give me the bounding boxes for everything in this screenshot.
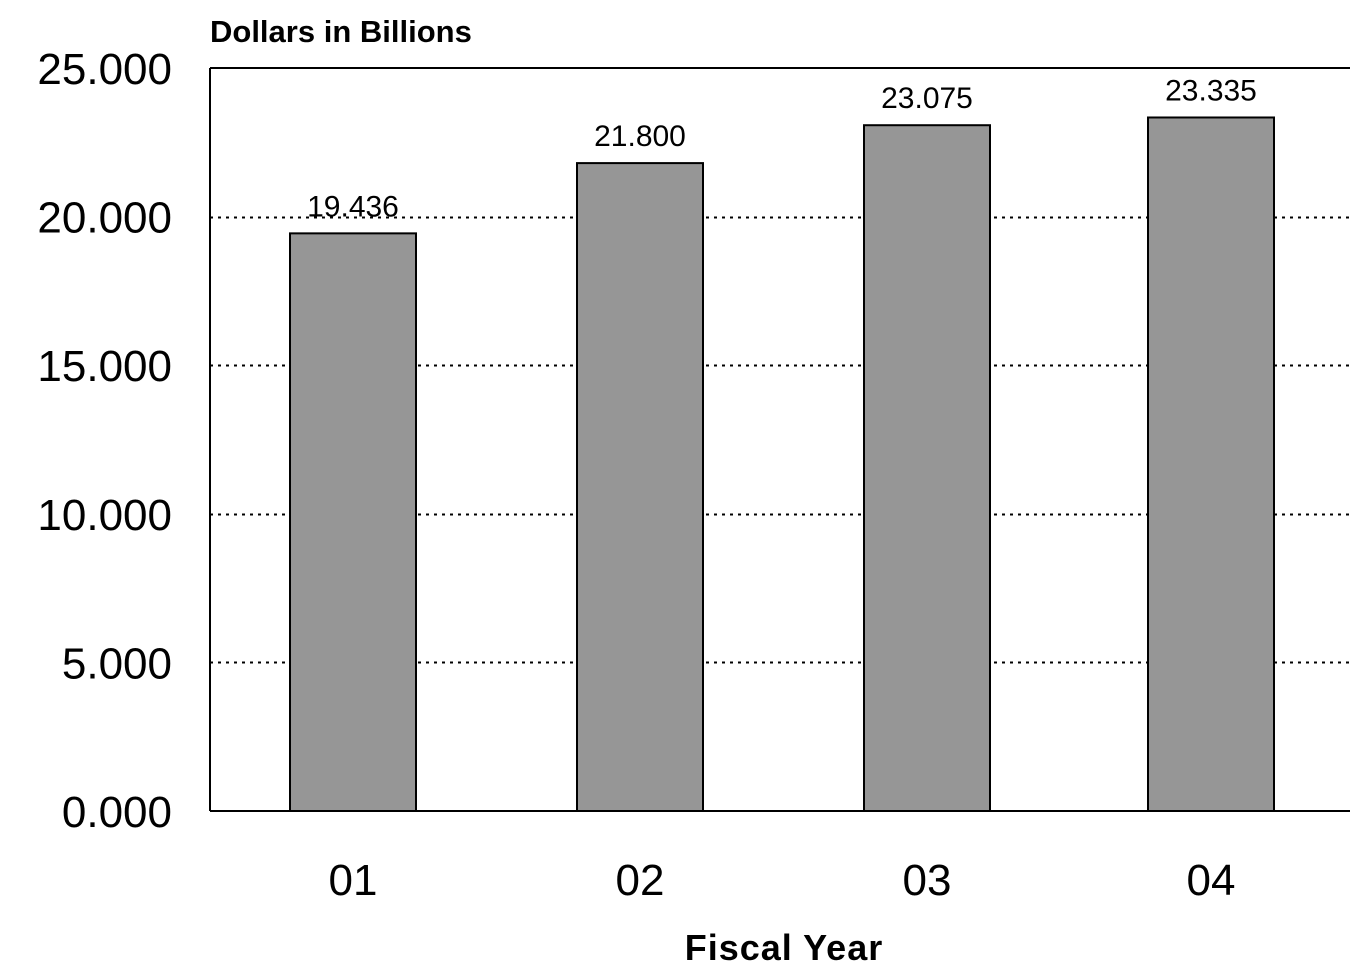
x-tick-label: 01 — [329, 856, 378, 905]
y-tick-label: 10.000 — [37, 491, 172, 540]
data-label: 21.800 — [594, 120, 686, 153]
data-labels: 19.436 21.800 23.075 23.335 — [307, 74, 1257, 223]
bars — [289, 116, 1275, 813]
data-label: 19.436 — [307, 190, 399, 223]
x-tick-labels: 01 02 03 04 — [329, 856, 1236, 905]
bar-04 — [1147, 116, 1275, 812]
bar-03 — [863, 124, 991, 812]
y-tick-label: 20.000 — [37, 194, 172, 243]
y-tick-label: 25.000 — [37, 45, 172, 94]
y-tick-label: 0.000 — [62, 788, 172, 837]
x-tick-label: 03 — [903, 856, 952, 905]
gridlines — [210, 216, 1350, 664]
x-tick-label: 02 — [616, 856, 665, 905]
bar-02 — [576, 162, 704, 812]
plot-frame — [209, 67, 1350, 812]
x-tick-label: 04 — [1187, 856, 1236, 905]
x-axis-label: Fiscal Year — [685, 927, 884, 963]
y-axis-label: Dollars in Billions — [210, 14, 472, 49]
y-tick-label: 5.000 — [62, 639, 172, 688]
data-label: 23.335 — [1165, 74, 1257, 107]
data-label: 23.075 — [881, 82, 973, 115]
y-tick-labels: 0.000 5.000 10.000 15.000 20.000 25.000 — [37, 45, 172, 837]
bar-01 — [289, 232, 417, 813]
y-tick-label: 15.000 — [37, 342, 172, 391]
